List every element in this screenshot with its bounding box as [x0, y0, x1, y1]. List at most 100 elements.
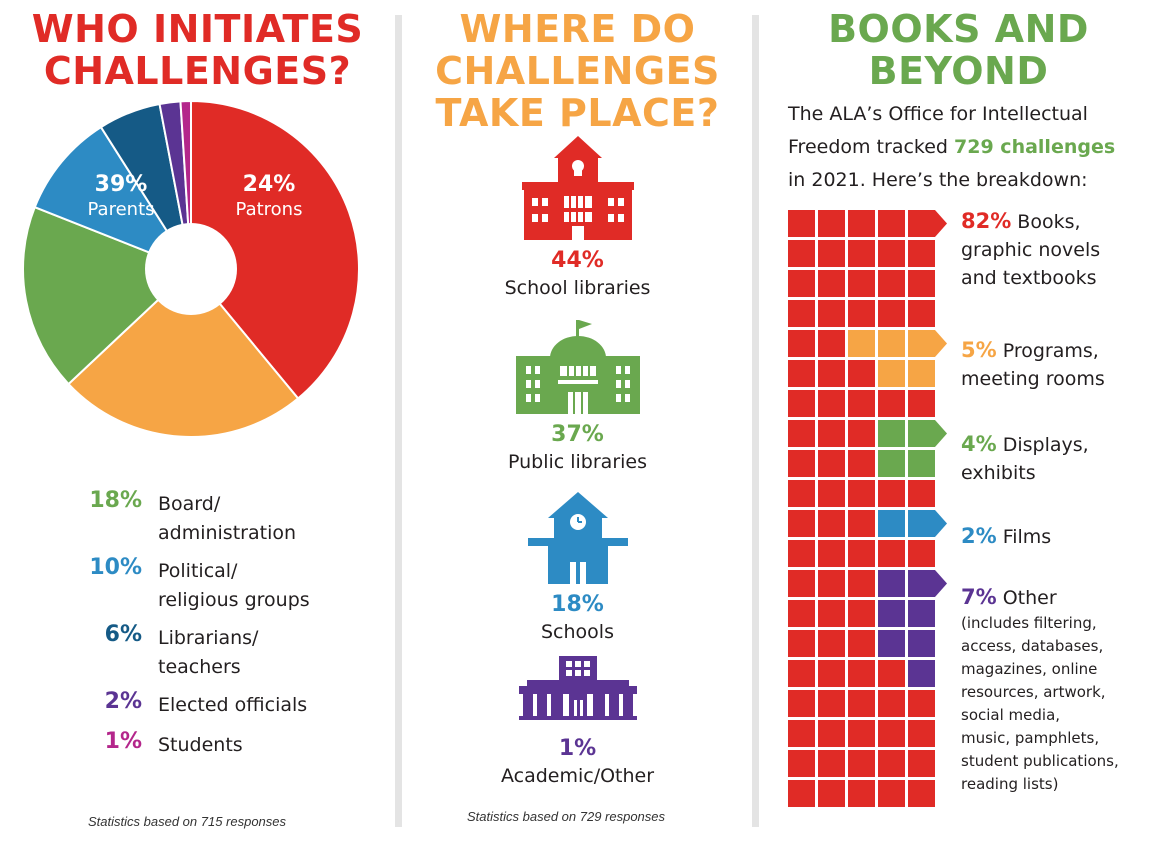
waffle-cell	[878, 300, 905, 327]
waffle-cell	[878, 210, 905, 237]
title-line: CHALLENGES	[435, 49, 720, 93]
waffle-cell	[848, 300, 875, 327]
waffle-cell	[908, 210, 935, 237]
format-detail-line: social media,	[961, 706, 1061, 724]
pie-label-patrons-name: Patrons	[235, 199, 303, 220]
waffle-cell	[908, 690, 935, 717]
waffle-cell	[818, 630, 845, 657]
waffle-cell	[878, 690, 905, 717]
waffle-cell	[908, 450, 935, 477]
waffle-cell	[908, 720, 935, 747]
location-academic-other: 1% Academic/Other	[405, 656, 750, 787]
waffle-cell	[908, 420, 935, 447]
format-detail-line: student publications,	[961, 752, 1119, 770]
waffle-cell	[878, 630, 905, 657]
waffle-cell	[908, 750, 935, 777]
legend-label: Students	[158, 731, 243, 760]
column-divider	[395, 15, 402, 827]
waffle-cell	[848, 780, 875, 807]
school-library-building-icon	[521, 136, 634, 240]
format-label-line: exhibits	[961, 462, 1036, 484]
waffle-cell	[788, 480, 815, 507]
waffle-cell	[908, 780, 935, 807]
legend-label: Librarians/teachers	[158, 624, 258, 682]
waffle-cell	[818, 510, 845, 537]
legend-label-line: Board/	[158, 493, 221, 515]
public-library-building-icon	[515, 320, 640, 414]
waffle-cell	[878, 480, 905, 507]
waffle-cell	[818, 480, 845, 507]
waffle-cell	[818, 690, 845, 717]
format-detail-line: music, pamphlets,	[961, 729, 1100, 747]
location-label: Schools	[541, 621, 614, 643]
waffle-cell	[818, 300, 845, 327]
waffle-cell	[878, 570, 905, 597]
location-label: Academic/Other	[500, 765, 655, 787]
format-label-line: 7% Other	[961, 585, 1057, 609]
waffle-cell	[908, 480, 935, 507]
intro-highlight: 729 challenges	[954, 136, 1116, 158]
initiators-section: WHO INITIATES CHALLENGES? 39% Parents 24…	[0, 0, 395, 850]
pie-label-parents-name: Parents	[87, 199, 155, 220]
waffle-cell	[878, 240, 905, 267]
waffle-cell	[908, 390, 935, 417]
initiators-pie-chart	[22, 100, 360, 438]
waffle-cell	[848, 600, 875, 627]
waffle-cell	[878, 720, 905, 747]
waffle-cell	[788, 660, 815, 687]
waffle-cell	[908, 600, 935, 627]
legend-item: 2% Elected officials	[0, 689, 395, 749]
legend-pct: 6%	[104, 622, 142, 647]
format-pct: 82%	[961, 209, 1012, 233]
waffle-cell	[908, 360, 935, 387]
location-label: School libraries	[504, 277, 651, 299]
formats-waffle-chart	[788, 210, 947, 807]
format-detail-line: reading lists)	[961, 775, 1059, 793]
waffle-cell	[788, 330, 815, 357]
waffle-cell	[788, 270, 815, 297]
legend-item: 1% Students	[0, 729, 395, 789]
column-divider	[752, 15, 759, 827]
waffle-cell	[788, 780, 815, 807]
waffle-cell	[908, 630, 935, 657]
waffle-cell	[878, 780, 905, 807]
legend-item: 6% Librarians/teachers	[0, 622, 395, 682]
initiators-title: WHO INITIATES CHALLENGES?	[0, 8, 395, 92]
waffle-cell	[878, 270, 905, 297]
waffle-cell	[788, 570, 815, 597]
waffle-cell	[788, 540, 815, 567]
legend-pct: 10%	[89, 555, 142, 580]
format-label-line: 2% Films	[961, 524, 1052, 548]
location-school-libraries: 44% School libraries	[405, 136, 750, 299]
waffle-cell	[848, 660, 875, 687]
waffle-cell	[818, 750, 845, 777]
waffle-cell	[818, 390, 845, 417]
format-label: 2% Films	[961, 522, 1051, 551]
waffle-cell	[878, 360, 905, 387]
waffle-cell	[908, 270, 935, 297]
waffle-cell	[818, 780, 845, 807]
waffle-cell	[848, 360, 875, 387]
locations-section: WHERE DO CHALLENGES TAKE PLACE?	[405, 0, 750, 850]
legend-label: Elected officials	[158, 691, 307, 720]
waffle-cell	[818, 360, 845, 387]
legend-pct: 2%	[104, 689, 142, 714]
format-detail-line: access, databases,	[961, 637, 1104, 655]
waffle-cell	[848, 540, 875, 567]
format-pct: 4%	[961, 432, 997, 456]
waffle-cell	[788, 600, 815, 627]
waffle-cell	[788, 690, 815, 717]
waffle-cell	[848, 750, 875, 777]
pie-slice-patrons	[67, 267, 300, 438]
waffle-cell	[848, 570, 875, 597]
intro-line: The ALA’s Office for Intellectual	[788, 103, 1088, 125]
locations-footnote: Statistics based on 729 responses	[467, 809, 666, 824]
waffle-cell	[848, 240, 875, 267]
waffle-cell	[848, 720, 875, 747]
legend-label-line: religious groups	[158, 589, 310, 611]
location-schools: 18% Schools	[405, 492, 750, 643]
formats-title: BOOKS AND BEYOND	[762, 8, 1155, 92]
format-label-line: graphic novels	[961, 239, 1101, 261]
waffle-cell	[848, 690, 875, 717]
academic-building-icon	[518, 656, 637, 720]
